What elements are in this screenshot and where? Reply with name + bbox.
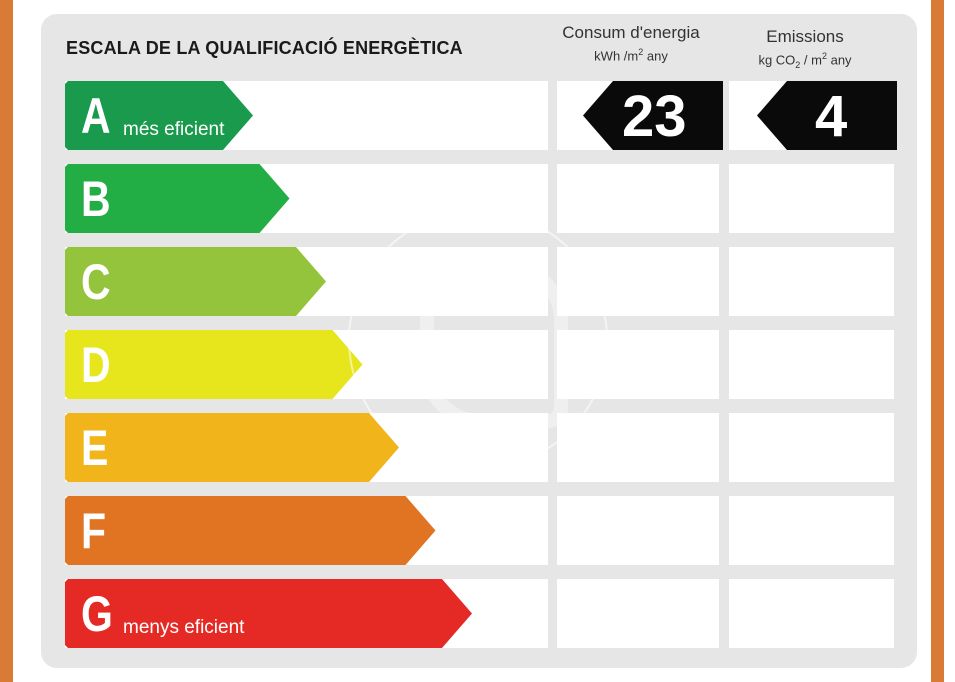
emissions-value: 4 — [815, 84, 848, 149]
grade-arrow-shape — [65, 164, 290, 233]
energy-cell — [557, 496, 719, 565]
emissions-column-unit: kg CO2 / m2 any — [758, 51, 852, 70]
grade-arrow-shape — [65, 496, 436, 565]
grade-letter-e: E — [81, 420, 109, 476]
grade-arrow-a — [65, 81, 253, 150]
grade-arrow-e — [65, 413, 399, 482]
emissions-badge-shape — [757, 81, 897, 150]
grade-arrow-d — [65, 330, 363, 399]
emissions-cell — [729, 579, 894, 648]
emissions-value-badge — [757, 81, 897, 150]
energy-cell — [557, 330, 719, 399]
grade-arrow-f — [65, 496, 436, 565]
emissions-cell — [729, 164, 894, 233]
energy-column-header: Consum d'energia kWh /m2 any — [556, 23, 706, 63]
grade-arrow-g — [65, 579, 472, 648]
emissions-cell — [729, 496, 894, 565]
energy-cell — [557, 164, 719, 233]
energy-cell — [557, 413, 719, 482]
watermark-mark — [420, 260, 568, 428]
energy-value: 23 — [622, 84, 687, 149]
grade-label-a: més eficient — [123, 119, 225, 140]
energy-cell — [557, 579, 719, 648]
scale-title: ESCALA DE LA QUALIFICACIÓ ENERGÈTICA — [66, 38, 463, 58]
grade-letter-a: A — [81, 88, 111, 144]
energy-badge-shape — [583, 81, 723, 150]
energy-column-title: Consum d'energia — [562, 23, 700, 42]
energy-value-badge — [583, 81, 723, 150]
grade-letter-d: D — [81, 337, 111, 393]
grade-label-g: menys eficient — [123, 617, 245, 638]
left-frame-border — [0, 0, 13, 682]
grade-arrow-b — [65, 164, 290, 233]
grade-arrow-shape — [65, 413, 399, 482]
energy-column-unit: kWh /m2 any — [594, 47, 668, 64]
emissions-cell — [729, 247, 894, 316]
emissions-cell — [729, 330, 894, 399]
grade-arrow-shape — [65, 330, 363, 399]
grade-letter-c: C — [81, 254, 111, 310]
grade-arrow-shape — [65, 247, 326, 316]
energy-cell — [557, 247, 719, 316]
grade-letter-g: G — [81, 586, 113, 642]
emissions-column-header: Emissions kg CO2 / m2 any — [735, 27, 875, 70]
grade-letter-f: F — [81, 503, 107, 559]
emissions-column-title: Emissions — [766, 27, 844, 46]
right-frame-border — [931, 0, 944, 682]
emissions-cell — [729, 413, 894, 482]
grade-arrow-c — [65, 247, 326, 316]
grade-letter-b: B — [81, 171, 111, 227]
grade-arrow-shape — [65, 81, 253, 150]
grade-arrow-shape — [65, 579, 472, 648]
